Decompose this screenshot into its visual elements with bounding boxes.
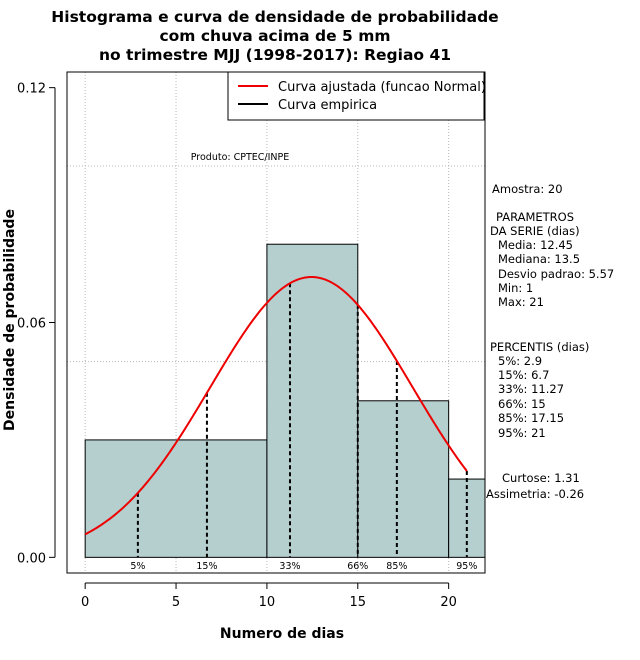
legend-label-normal: Curva ajustada (funcao Normal) bbox=[278, 80, 486, 95]
percentile-marker-label: 85% bbox=[386, 561, 407, 572]
histogram-bar bbox=[448, 478, 486, 558]
fitted-normal-curve bbox=[84, 276, 468, 536]
y-tick-label: 0.12 bbox=[17, 82, 46, 97]
legend: Curva ajustada (funcao Normal) Curva emp… bbox=[227, 71, 486, 121]
chart-title-line-1: Histograma e curva de densidade de proba… bbox=[51, 8, 498, 26]
percentile-marker-label: 15% bbox=[196, 561, 217, 572]
percentile-markers: 5% 15% 33% 66% 85% 95% bbox=[130, 283, 477, 572]
percentile-marker-label: 95% bbox=[456, 561, 477, 572]
x-tick-label: 5 bbox=[172, 595, 180, 610]
skewness-label: Assimetria: -0.26 bbox=[486, 487, 584, 501]
y-tick-label: 0.06 bbox=[17, 317, 46, 332]
side-panel: Amostra: 20 PARAMETROS DA SERIE (dias) M… bbox=[486, 182, 614, 501]
percentile-15: 15%: 6.7 bbox=[498, 368, 549, 382]
chart-title-line-2: com chuva acima de 5 mm bbox=[159, 27, 390, 45]
percentile-95: 95%: 21 bbox=[498, 426, 546, 440]
param-mean: Media: 12.45 bbox=[498, 238, 573, 252]
percentile-marker-label: 5% bbox=[130, 561, 145, 572]
percentile-5: 5%: 2.9 bbox=[498, 354, 542, 368]
y-axis-title: Densidade de probabilidade bbox=[2, 209, 18, 431]
percentile-33: 33%: 11.27 bbox=[498, 382, 564, 396]
percentile-marker-label: 33% bbox=[279, 561, 300, 572]
sample-size-label: Amostra: 20 bbox=[492, 182, 563, 196]
percentile-85: 85%: 17.15 bbox=[498, 411, 564, 425]
histogram-bar bbox=[266, 243, 359, 558]
credit-label: Produto: CPTEC/INPE bbox=[191, 152, 290, 163]
normal-curve-path bbox=[84, 276, 468, 536]
x-tick-label: 15 bbox=[350, 595, 367, 610]
param-max: Max: 21 bbox=[498, 295, 544, 309]
percentile-66: 66%: 15 bbox=[498, 397, 546, 411]
params-heading: PARAMETROS bbox=[496, 210, 574, 224]
axes: 0 5 10 15 20 0.00 0.06 0.12 bbox=[17, 82, 457, 610]
x-tick-label: 10 bbox=[259, 595, 276, 610]
histogram-bars bbox=[84, 243, 486, 558]
percentile-marker-label: 66% bbox=[347, 561, 368, 572]
param-min: Min: 1 bbox=[498, 281, 533, 295]
legend-box bbox=[227, 71, 485, 121]
param-stddev: Desvio padrao: 5.57 bbox=[498, 267, 614, 281]
percentiles-heading: PERCENTIS (dias) bbox=[490, 340, 589, 354]
x-tick-label: 20 bbox=[440, 595, 457, 610]
histogram-bar bbox=[84, 439, 268, 558]
x-tick-label: 0 bbox=[81, 595, 89, 610]
param-median: Mediana: 13.5 bbox=[498, 252, 580, 266]
legend-label-empirical: Curva empirica bbox=[278, 98, 377, 113]
kurtosis-label: Curtose: 1.31 bbox=[502, 471, 580, 485]
chart-title-line-3: no trimestre MJJ (1998-2017): Regiao 41 bbox=[99, 46, 451, 64]
params-subheading: DA SERIE (dias) bbox=[490, 224, 580, 238]
histogram-bar bbox=[357, 400, 450, 558]
y-tick-label: 0.00 bbox=[17, 551, 46, 566]
x-axis-title: Numero de dias bbox=[220, 626, 344, 642]
